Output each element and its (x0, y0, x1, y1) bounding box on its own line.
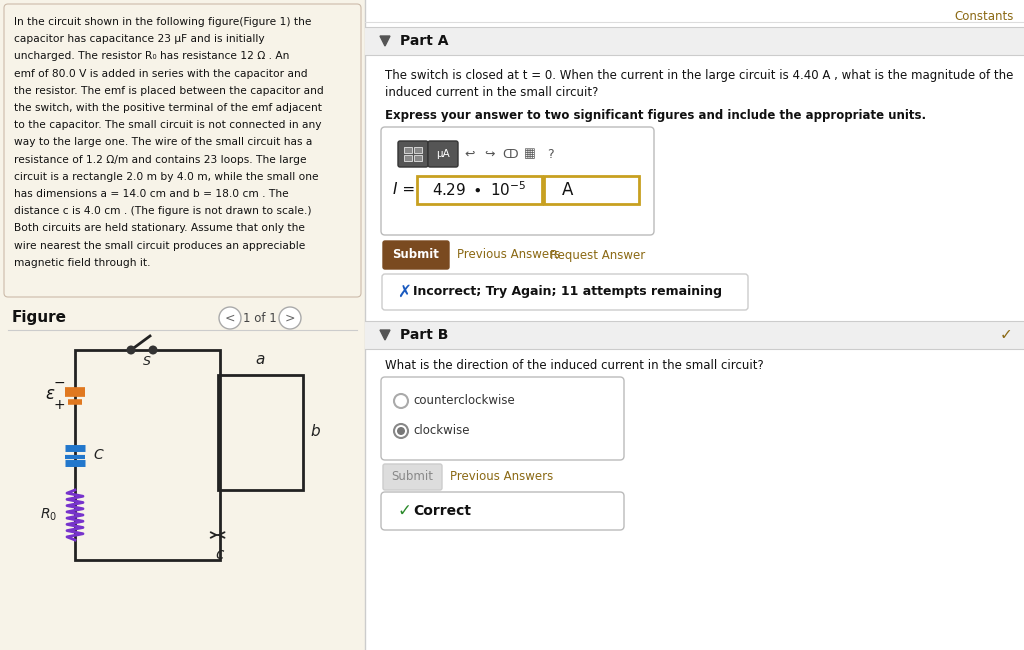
Circle shape (394, 424, 408, 438)
Bar (544, 176, 639, 204)
Text: capacitor has capacitance 23 μF and is initially: capacitor has capacitance 23 μF and is i… (14, 34, 264, 44)
FancyBboxPatch shape (383, 464, 442, 490)
Text: Previous Answers: Previous Answers (450, 471, 553, 484)
Text: Correct: Correct (413, 504, 471, 518)
Text: ✓: ✓ (999, 328, 1012, 343)
Text: −: − (53, 376, 65, 390)
Text: Constants: Constants (954, 10, 1014, 23)
Text: counterclockwise: counterclockwise (413, 395, 515, 408)
FancyBboxPatch shape (381, 127, 654, 235)
Text: c: c (215, 547, 223, 562)
Text: Submit: Submit (391, 471, 433, 484)
Circle shape (219, 307, 241, 329)
Text: Both circuits are held stationary. Assume that only the: Both circuits are held stationary. Assum… (14, 224, 305, 233)
Polygon shape (380, 36, 390, 46)
Circle shape (394, 394, 408, 408)
Bar (404, 147, 412, 153)
Circle shape (148, 346, 158, 354)
Text: What is the direction of the induced current in the small circuit?: What is the direction of the induced cur… (385, 359, 764, 372)
Text: The switch is closed at t = 0. When the current in the large circuit is 4.40 A ,: The switch is closed at t = 0. When the … (385, 69, 1014, 82)
Text: to the capacitor. The small circuit is not connected in any: to the capacitor. The small circuit is n… (14, 120, 322, 130)
Text: $\varepsilon$: $\varepsilon$ (45, 385, 55, 403)
Text: induced current in the small circuit?: induced current in the small circuit? (385, 86, 598, 99)
Text: ✓: ✓ (397, 502, 411, 520)
Text: emf of 80.0 V is added in series with the capacitor and: emf of 80.0 V is added in series with th… (14, 69, 307, 79)
Text: ↩: ↩ (465, 148, 475, 161)
Text: ✗: ✗ (397, 283, 411, 301)
Text: magnetic field through it.: magnetic field through it. (14, 258, 151, 268)
FancyBboxPatch shape (381, 492, 624, 530)
Text: ↪: ↪ (484, 148, 496, 161)
Text: uncharged. The resistor R₀ has resistance 12 Ω . An: uncharged. The resistor R₀ has resistanc… (14, 51, 290, 61)
Text: clockwise: clockwise (413, 424, 469, 437)
Text: distance c is 4.0 cm . (The figure is not drawn to scale.): distance c is 4.0 cm . (The figure is no… (14, 206, 311, 216)
Text: C: C (93, 448, 102, 462)
Text: S: S (143, 355, 151, 368)
Text: a: a (255, 352, 264, 367)
Bar (0, 0, 365, 650)
Bar (414, 147, 422, 153)
Text: has dimensions a = 14.0 cm and b = 18.0 cm . The: has dimensions a = 14.0 cm and b = 18.0 … (14, 189, 289, 199)
Text: Incorrect; Try Again; 11 attempts remaining: Incorrect; Try Again; 11 attempts remain… (413, 285, 722, 298)
Bar (218, 375, 303, 490)
FancyBboxPatch shape (398, 141, 428, 167)
FancyBboxPatch shape (381, 377, 624, 460)
Text: $R_0$: $R_0$ (40, 507, 57, 523)
Polygon shape (380, 330, 390, 340)
Text: ?: ? (547, 148, 553, 161)
Text: 1 of 1: 1 of 1 (243, 311, 276, 324)
FancyBboxPatch shape (4, 4, 361, 297)
Bar (365, 321, 1024, 349)
FancyBboxPatch shape (428, 141, 458, 167)
Text: +: + (53, 398, 65, 412)
Bar (365, 0, 1024, 650)
Text: Request Answer: Request Answer (550, 248, 645, 261)
Text: Part B: Part B (400, 328, 449, 342)
Circle shape (279, 307, 301, 329)
Text: resistance of 1.2 Ω/m and contains 23 loops. The large: resistance of 1.2 Ω/m and contains 23 lo… (14, 155, 306, 164)
Text: Express your answer to two significant figures and include the appropriate units: Express your answer to two significant f… (385, 109, 926, 122)
Circle shape (127, 346, 135, 354)
Bar (414, 155, 422, 161)
Text: Previous Answers: Previous Answers (457, 248, 560, 261)
Text: the resistor. The emf is placed between the capacitor and: the resistor. The emf is placed between … (14, 86, 324, 96)
Text: circuit is a rectangle 2.0 m by 4.0 m, while the small one: circuit is a rectangle 2.0 m by 4.0 m, w… (14, 172, 318, 182)
Text: I =: I = (393, 183, 415, 198)
Text: ▦: ▦ (524, 148, 536, 161)
FancyBboxPatch shape (382, 274, 748, 310)
Text: b: b (310, 424, 319, 439)
Bar (417, 176, 542, 204)
Text: the switch, with the positive terminal of the emf adjacent: the switch, with the positive terminal o… (14, 103, 322, 113)
Text: Figure: Figure (12, 310, 67, 325)
Bar (365, 27, 1024, 55)
Text: $4.29\ \bullet\ 10^{-5}$: $4.29\ \bullet\ 10^{-5}$ (432, 181, 526, 200)
Text: Submit: Submit (392, 248, 439, 261)
FancyBboxPatch shape (383, 241, 449, 269)
Circle shape (397, 427, 406, 435)
Text: μA: μA (436, 149, 450, 159)
Text: In the circuit shown in the following figure(Figure 1) the: In the circuit shown in the following fi… (14, 17, 311, 27)
Text: wire nearest the small circuit produces an appreciable: wire nearest the small circuit produces … (14, 240, 305, 251)
Text: ↀ: ↀ (502, 148, 518, 161)
Text: way to the large one. The wire of the small circuit has a: way to the large one. The wire of the sm… (14, 137, 312, 148)
Text: <: < (224, 311, 236, 324)
Bar (75, 350, 220, 560)
Text: A: A (562, 181, 573, 199)
Text: Part A: Part A (400, 34, 449, 48)
Text: >: > (285, 311, 295, 324)
Bar (404, 155, 412, 161)
